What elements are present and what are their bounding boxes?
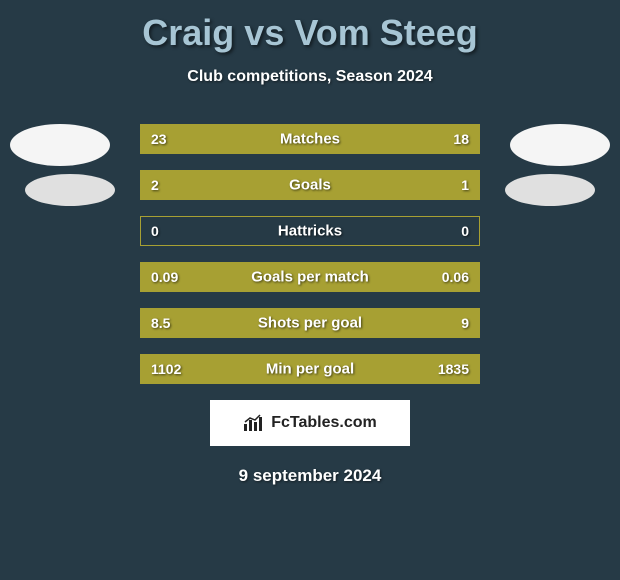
player2-avatar bbox=[510, 124, 610, 166]
stat-bar-row: 8.5 9 Shots per goal bbox=[140, 308, 480, 338]
bar-value-left: 0.09 bbox=[151, 269, 178, 285]
bar-label: Min per goal bbox=[266, 361, 354, 378]
stat-bar-row: 2 1 Goals bbox=[140, 170, 480, 200]
player2-name: Vom Steeg bbox=[294, 12, 477, 53]
bar-value-right: 1835 bbox=[438, 361, 469, 377]
stat-bar-row: 1102 1835 Min per goal bbox=[140, 354, 480, 384]
stat-bar-row: 0 0 Hattricks bbox=[140, 216, 480, 246]
subtitle: Club competitions, Season 2024 bbox=[0, 68, 620, 86]
bar-label: Shots per goal bbox=[258, 315, 362, 332]
player2-avatar-shadow bbox=[505, 174, 595, 206]
comparison-title: Craig vs Vom Steeg bbox=[0, 0, 620, 54]
stat-bar-row: 0.09 0.06 Goals per match bbox=[140, 262, 480, 292]
stat-bar-row: 23 18 Matches bbox=[140, 124, 480, 154]
chart-bars-icon bbox=[243, 414, 265, 432]
content-area: 23 18 Matches 2 1 Goals 0 0 Hattricks 0.09 0.06 Goa… bbox=[0, 124, 620, 486]
bar-value-left: 8.5 bbox=[151, 315, 170, 331]
date-text: 9 september 2024 bbox=[0, 466, 620, 486]
logo-text: FcTables.com bbox=[271, 414, 377, 432]
bar-fill-left bbox=[141, 171, 366, 199]
bar-value-right: 1 bbox=[461, 177, 469, 193]
bar-value-left: 0 bbox=[151, 223, 159, 239]
bar-label: Goals per match bbox=[251, 269, 369, 286]
stats-bars: 23 18 Matches 2 1 Goals 0 0 Hattricks 0.09 0.06 Goa… bbox=[140, 124, 480, 384]
bar-value-right: 18 bbox=[453, 131, 469, 147]
player1-avatar-shadow bbox=[25, 174, 115, 206]
bar-value-left: 23 bbox=[151, 131, 167, 147]
vs-text: vs bbox=[244, 12, 284, 53]
player1-avatar bbox=[10, 124, 110, 166]
bar-label: Matches bbox=[280, 131, 340, 148]
bar-label: Hattricks bbox=[278, 223, 342, 240]
bar-label: Goals bbox=[289, 177, 331, 194]
bar-value-right: 0 bbox=[461, 223, 469, 239]
bar-value-left: 1102 bbox=[151, 361, 181, 377]
player1-name: Craig bbox=[142, 12, 234, 53]
fctables-logo[interactable]: FcTables.com bbox=[210, 400, 410, 446]
bar-value-right: 0.06 bbox=[442, 269, 469, 285]
bar-value-right: 9 bbox=[461, 315, 469, 331]
bar-value-left: 2 bbox=[151, 177, 159, 193]
